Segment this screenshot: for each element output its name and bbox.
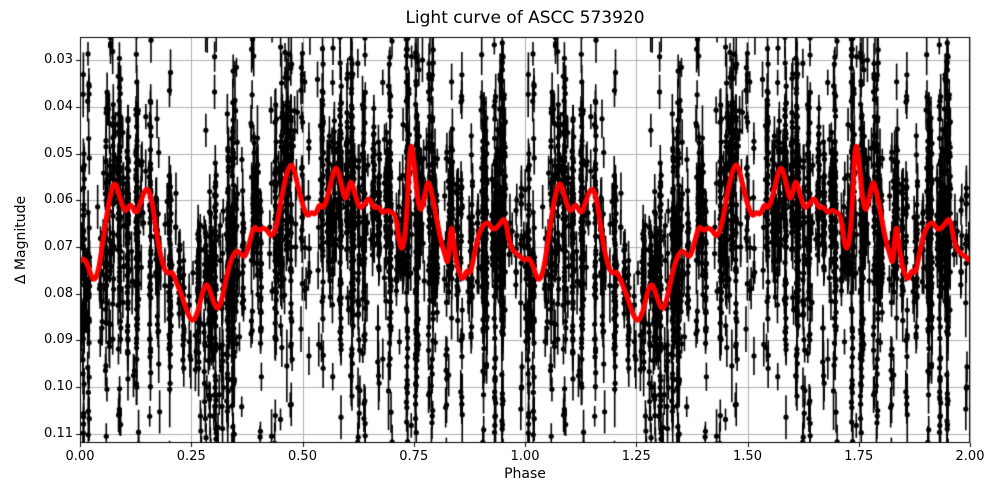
y-tick-label: 0.11 — [44, 425, 73, 441]
y-tick-label: 0.05 — [44, 145, 73, 161]
y-tick-label: 0.08 — [44, 285, 73, 301]
y-tick-label: 0.09 — [44, 332, 73, 348]
y-tick-label: 0.10 — [44, 379, 73, 394]
x-tick-label: 0.50 — [288, 449, 317, 464]
x-tick-label: 0.75 — [399, 449, 429, 464]
x-tick-label: 0.00 — [65, 449, 95, 464]
x-tick-label: 0.25 — [176, 449, 206, 464]
chart-title: Light curve of ASCC 573920 — [405, 8, 645, 28]
y-tick-label: 0.07 — [44, 239, 73, 254]
x-tick-label: 2.00 — [955, 449, 985, 464]
y-tick-label: 0.06 — [44, 192, 73, 208]
x-tick-label: 1.00 — [510, 449, 540, 464]
x-tick-label: 1.25 — [621, 449, 651, 464]
x-tick-label: 1.50 — [733, 449, 762, 464]
x-tick-label: 1.75 — [844, 449, 874, 464]
y-tick-label: 0.03 — [44, 52, 73, 68]
y-tick-label: 0.04 — [44, 99, 73, 114]
x-axis-label: Phase — [504, 466, 546, 482]
